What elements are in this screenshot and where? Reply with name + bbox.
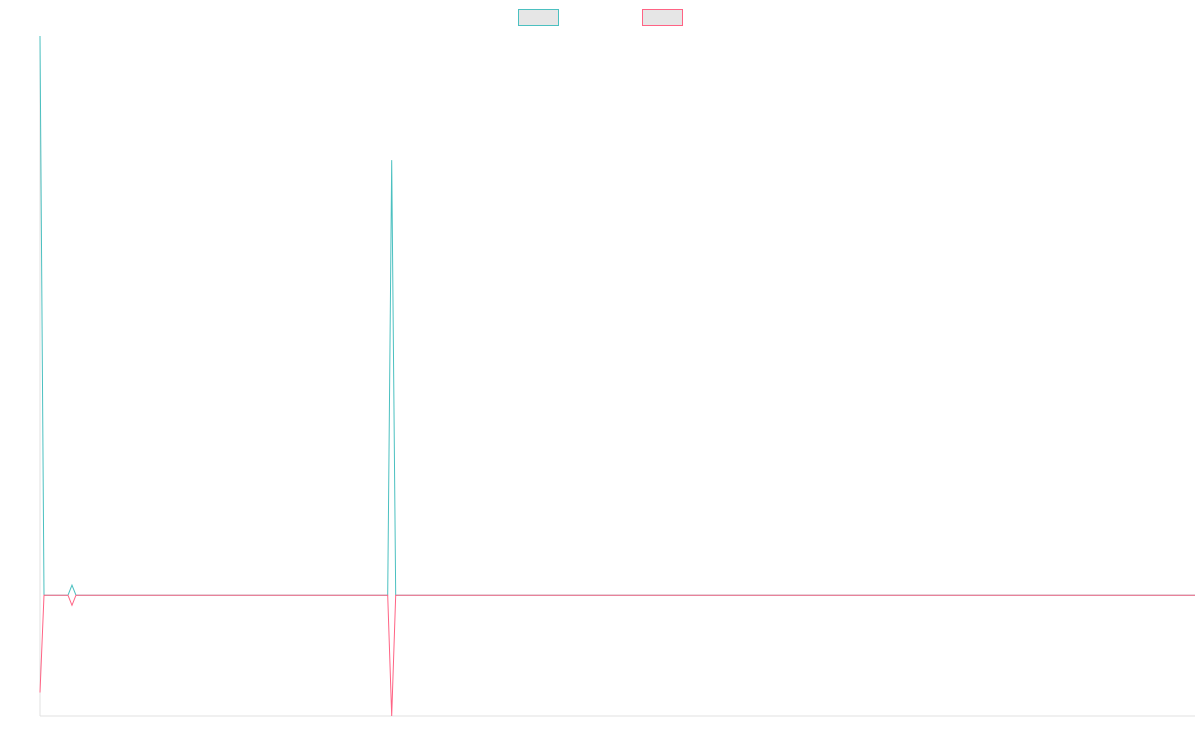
line-series: [39, 594, 1195, 717]
line-series: [39, 35, 1195, 596]
legend-swatch[interactable]: [642, 9, 683, 26]
legend-swatch[interactable]: [518, 9, 559, 26]
